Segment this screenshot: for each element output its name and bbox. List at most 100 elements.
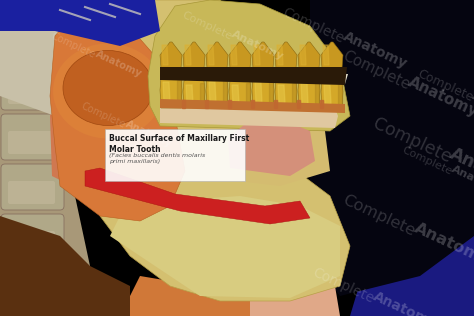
FancyBboxPatch shape — [8, 281, 55, 304]
Polygon shape — [315, 80, 319, 106]
Polygon shape — [246, 83, 250, 106]
Polygon shape — [0, 0, 160, 46]
Polygon shape — [228, 121, 315, 176]
Text: Anatomy: Anatomy — [124, 118, 173, 149]
Polygon shape — [85, 168, 310, 224]
Text: Anatomy: Anatomy — [229, 29, 285, 62]
Polygon shape — [208, 45, 214, 65]
Polygon shape — [338, 83, 342, 106]
Polygon shape — [310, 0, 474, 316]
Text: Complete: Complete — [415, 67, 474, 105]
Polygon shape — [321, 77, 343, 108]
Polygon shape — [323, 45, 329, 65]
Text: Complete: Complete — [80, 101, 128, 131]
Ellipse shape — [53, 44, 163, 138]
Polygon shape — [229, 42, 251, 68]
Polygon shape — [200, 83, 204, 106]
Polygon shape — [209, 82, 216, 104]
Text: Complete: Complete — [310, 266, 376, 307]
Polygon shape — [250, 276, 340, 316]
Polygon shape — [205, 100, 208, 108]
Text: Anatomy: Anatomy — [447, 145, 474, 198]
Polygon shape — [277, 45, 283, 65]
Polygon shape — [321, 42, 343, 68]
FancyBboxPatch shape — [1, 114, 64, 160]
Text: (Facies buccalis dentis molaris
primi maxillaris): (Facies buccalis dentis molaris primi ma… — [109, 153, 205, 164]
Polygon shape — [223, 80, 227, 106]
Polygon shape — [185, 45, 191, 65]
FancyBboxPatch shape — [1, 14, 64, 60]
Polygon shape — [231, 45, 237, 65]
Polygon shape — [255, 82, 262, 104]
Polygon shape — [206, 42, 228, 68]
Text: Complete: Complete — [280, 6, 346, 46]
Polygon shape — [298, 74, 320, 108]
Polygon shape — [183, 77, 205, 108]
Polygon shape — [252, 42, 274, 68]
Polygon shape — [310, 0, 474, 296]
Polygon shape — [0, 0, 65, 116]
Polygon shape — [275, 77, 297, 108]
Polygon shape — [160, 42, 182, 68]
Polygon shape — [160, 74, 182, 108]
FancyBboxPatch shape — [1, 214, 64, 260]
FancyBboxPatch shape — [8, 181, 55, 204]
Polygon shape — [275, 42, 297, 68]
FancyBboxPatch shape — [8, 131, 55, 154]
Polygon shape — [148, 0, 350, 131]
Polygon shape — [251, 100, 254, 108]
Polygon shape — [254, 45, 260, 65]
Polygon shape — [177, 80, 181, 106]
Polygon shape — [269, 80, 273, 106]
Text: Complete: Complete — [370, 115, 454, 167]
Polygon shape — [160, 69, 348, 84]
Polygon shape — [0, 216, 130, 316]
Polygon shape — [232, 85, 239, 104]
Polygon shape — [310, 0, 474, 136]
Text: Complete: Complete — [50, 31, 98, 61]
Polygon shape — [0, 0, 90, 316]
Text: Complete: Complete — [340, 49, 412, 93]
Polygon shape — [182, 100, 185, 108]
Text: Anatomy: Anatomy — [449, 164, 474, 197]
Polygon shape — [229, 77, 251, 108]
Text: Anatomy: Anatomy — [406, 75, 474, 120]
Polygon shape — [160, 99, 345, 113]
Polygon shape — [162, 45, 168, 65]
Polygon shape — [163, 82, 170, 104]
Text: Anatomy: Anatomy — [411, 221, 474, 269]
FancyBboxPatch shape — [1, 64, 64, 110]
Polygon shape — [160, 67, 347, 85]
Text: Complete: Complete — [180, 10, 233, 42]
FancyBboxPatch shape — [1, 264, 64, 310]
Text: Anatomy: Anatomy — [371, 289, 439, 316]
Text: Anatomy: Anatomy — [94, 48, 144, 79]
Polygon shape — [298, 42, 320, 68]
Polygon shape — [320, 100, 323, 108]
Polygon shape — [50, 56, 80, 186]
FancyBboxPatch shape — [1, 164, 64, 210]
Polygon shape — [300, 45, 306, 65]
Polygon shape — [324, 85, 331, 104]
Polygon shape — [65, 0, 350, 301]
Polygon shape — [130, 276, 250, 316]
Polygon shape — [110, 196, 340, 298]
Polygon shape — [278, 85, 285, 104]
FancyBboxPatch shape — [8, 81, 55, 104]
Ellipse shape — [63, 51, 153, 125]
FancyBboxPatch shape — [8, 31, 55, 54]
Polygon shape — [301, 82, 308, 104]
Text: Complete: Complete — [340, 193, 417, 239]
FancyBboxPatch shape — [8, 231, 55, 254]
Polygon shape — [228, 100, 231, 108]
Polygon shape — [292, 83, 296, 106]
Polygon shape — [186, 85, 193, 104]
Polygon shape — [195, 111, 330, 186]
Polygon shape — [274, 100, 277, 108]
Polygon shape — [252, 74, 274, 108]
Polygon shape — [160, 108, 338, 128]
Text: Anatomy: Anatomy — [340, 29, 409, 71]
Text: Anatomy: Anatomy — [470, 89, 474, 127]
Text: Complete: Complete — [400, 145, 454, 177]
Polygon shape — [297, 100, 300, 108]
